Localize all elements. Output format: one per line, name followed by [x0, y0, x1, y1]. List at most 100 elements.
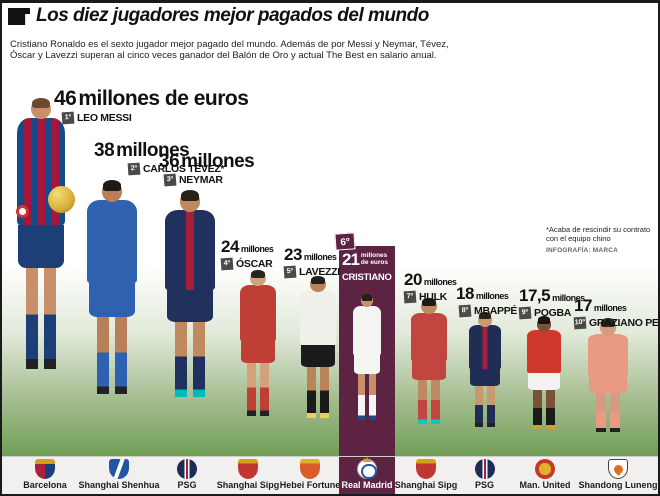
club-strip: Barcelona Shanghai Shenhua PSG Shanghai … — [2, 456, 658, 494]
salary-unit: millones — [475, 291, 509, 301]
rank-badge: 7º — [403, 290, 417, 304]
figure-legs — [591, 392, 624, 432]
player-name: POGBA — [534, 307, 572, 319]
figure-shorts — [589, 376, 627, 393]
psg-logo — [474, 459, 495, 479]
figure-torso — [240, 284, 276, 342]
figure-legs — [243, 363, 273, 416]
salary-value: 38 — [94, 140, 115, 161]
psg-logo — [177, 459, 197, 479]
player-figure-cristiano — [344, 294, 390, 458]
figure-legs — [169, 322, 211, 398]
real-madrid-logo — [357, 459, 377, 480]
player-figure-pogba — [516, 316, 572, 458]
figure-head — [30, 97, 52, 120]
club-name: Shanghai Sipg — [394, 480, 458, 490]
figure-shorts — [88, 283, 136, 317]
player-name: MBAPPÉ — [474, 305, 518, 317]
barcelona-logo — [35, 459, 55, 479]
salary-value: 23 — [284, 245, 302, 264]
club-name: Shandong Luneng — [578, 480, 658, 490]
club-cell-psg: PSG — [158, 457, 216, 494]
salary-unit: millones de euros — [78, 87, 249, 110]
figure-legs — [21, 268, 62, 369]
figure-shorts — [469, 368, 501, 387]
club-cell-shanghai-sipg: Shanghai Sipg — [216, 457, 280, 494]
salary-value: 17 — [574, 296, 592, 315]
player-label-hulk: 20 millones 7º HULK — [403, 270, 457, 304]
club-cell-psg-2: PSG — [457, 457, 512, 494]
shanghai-sipg-logo — [416, 459, 436, 479]
salary-value: 21 — [342, 250, 360, 269]
player-label-messi: 46millones de euros 1º LEO MESSI — [54, 87, 249, 125]
player-name: LEO MESSI — [77, 112, 132, 124]
figure-head — [310, 276, 326, 293]
player-label-cristiano: 21 millones de euros CRISTIANO — [342, 250, 394, 283]
figure-head — [536, 316, 552, 332]
footnote: *Acaba de rescindir su contrato con el e… — [546, 225, 658, 254]
footnote-text: *Acaba de rescindir su contrato con el e… — [546, 225, 651, 243]
club-cell-real-madrid: Real Madrid — [339, 457, 395, 494]
player-figure-neymar — [150, 189, 230, 458]
figure-torso — [300, 290, 336, 346]
figure-torso — [165, 210, 215, 291]
player-name: HULK — [419, 291, 447, 303]
player-label-mbappe: 18 millones 8º MBAPPÉ — [456, 284, 518, 318]
rank-badge: 8º — [458, 304, 472, 318]
salary-unit: millones — [116, 140, 190, 161]
subtitle: Cristiano Ronaldo es el sexto jugador me… — [10, 39, 449, 61]
figure-torso — [588, 334, 628, 377]
figure-head — [361, 294, 373, 307]
hebei-fortune-logo — [300, 459, 320, 479]
page-title: Los diez jugadores mejor pagados del mun… — [36, 5, 429, 26]
shanghai-shenhua-logo — [109, 459, 129, 479]
club-name: Shanghai Shenhua — [78, 480, 160, 490]
player-label-oscar: 24 millones 4º ÓSCAR — [220, 237, 274, 271]
club-name: Hebei Fortune — [279, 480, 341, 490]
club-cell-shanghai-shenhua: Shanghai Shenhua — [78, 457, 160, 494]
figure-head — [478, 312, 492, 327]
player-label-pogba: 17,5 millones 9º POGBA — [518, 286, 585, 320]
player-name: GRAZIANO PELLÉ — [589, 317, 659, 329]
golden-ball-icon — [48, 186, 75, 213]
player-figure-lavezzi — [289, 276, 347, 458]
player-name: CARLOS TÉVEZ* — [143, 163, 225, 175]
club-name: Man. United — [519, 480, 571, 490]
figure-shorts — [166, 290, 214, 323]
shandong-luneng-logo — [608, 459, 628, 479]
salary-value: 36 — [159, 151, 180, 172]
player-name: LAVEZZI — [299, 266, 340, 278]
player-figure-messi — [2, 97, 80, 458]
salary-unit: millones — [593, 303, 627, 313]
player-name: NEYMAR — [179, 174, 223, 186]
club-name: Shanghai Sipg — [216, 480, 280, 490]
figure-torso — [87, 200, 137, 284]
salary-value: 18 — [456, 284, 474, 303]
rank-badge: 2º — [127, 162, 141, 176]
rank-badge: 9º — [518, 306, 532, 320]
player-figure-hulk — [400, 298, 458, 458]
player-figure-tevez — [72, 179, 152, 458]
club-name: PSG — [177, 480, 197, 490]
player-name: ÓSCAR — [236, 258, 273, 270]
rank-badge: 3º — [163, 173, 177, 187]
man-united-logo — [535, 459, 555, 479]
figure-head — [250, 270, 266, 287]
figure-legs — [355, 374, 379, 421]
figure-legs — [529, 389, 558, 430]
figure-shorts — [18, 225, 64, 269]
player-name: CRISTIANO — [342, 272, 392, 283]
figure-shorts — [353, 354, 381, 375]
marca-bullet-icon — [8, 8, 30, 25]
laliga-patch-icon — [16, 205, 29, 218]
player-figure-mbappe — [459, 312, 511, 458]
salary-value: 17,5 — [519, 286, 551, 305]
salary-unit: millones — [303, 252, 337, 262]
figure-head — [421, 298, 437, 315]
figure-shorts — [301, 345, 335, 367]
figure-torso — [352, 306, 382, 355]
figure-head — [179, 189, 201, 212]
figure-torso — [411, 312, 447, 361]
figure-legs — [303, 366, 333, 418]
